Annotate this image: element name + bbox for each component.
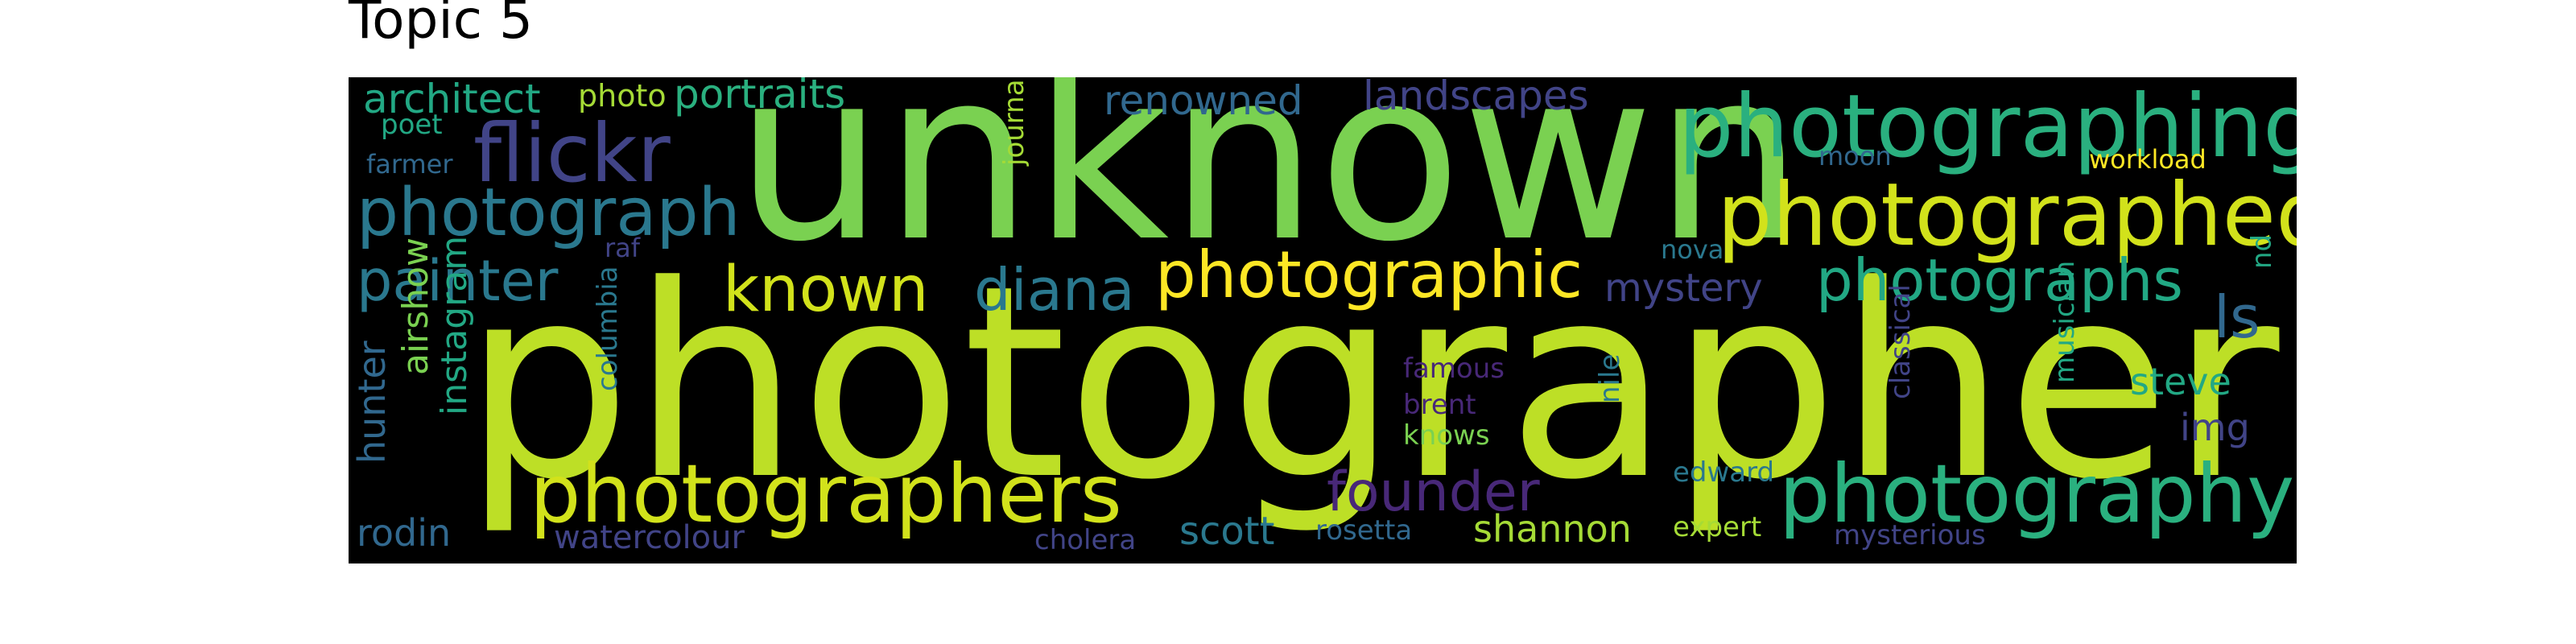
word-brent: brent	[1403, 389, 1476, 421]
word-expert: expert	[1673, 511, 1762, 543]
word-img: img	[2180, 406, 2250, 449]
word-airshow: airshow	[395, 237, 436, 375]
word-photograph: photograph	[357, 175, 741, 251]
word-photographing: photographing	[1678, 77, 2297, 177]
word-photography: photography	[1779, 447, 2295, 541]
word-photographers: photographers	[530, 447, 1122, 541]
word-instagram: instagram	[434, 235, 475, 415]
word-known: known	[723, 254, 929, 326]
word-watercolour: watercolour	[554, 519, 745, 556]
word-journalist: journalist	[998, 77, 1030, 166]
word-diana: diana	[974, 256, 1135, 324]
word-photographic: photographic	[1155, 237, 1583, 312]
word-photographs: photographs	[1816, 246, 2183, 314]
chart-title: Topic 5	[349, 0, 533, 51]
word-rodin: rodin	[357, 511, 452, 555]
word-scott: scott	[1179, 509, 1275, 554]
word-landscapes: landscapes	[1363, 77, 1589, 119]
word-founder: founder	[1327, 460, 1540, 524]
word-renowned: renowned	[1104, 77, 1303, 124]
word-moon: moon	[1818, 141, 1892, 171]
word-columbia: columbia	[592, 266, 624, 391]
word-nova: nova	[1661, 234, 1724, 265]
word-portraits: portraits	[674, 77, 846, 118]
word-farmer: farmer	[366, 149, 453, 180]
word-cholera: cholera	[1034, 524, 1137, 556]
word-nd: nd	[2246, 233, 2278, 269]
word-architect: architect	[363, 77, 541, 122]
word-unknown: unknown	[735, 77, 1803, 293]
word-mystery: mystery	[1604, 266, 1763, 311]
word-ls: ls	[2214, 283, 2260, 351]
word-flickr: flickr	[473, 106, 671, 200]
word-raf: raf	[605, 233, 641, 263]
word-poet: poet	[381, 109, 443, 141]
word-photographed: photographed	[1717, 165, 2297, 266]
word-hunter: hunter	[350, 341, 394, 464]
word-musician: musician	[2049, 260, 2081, 383]
word-shannon: shannon	[1473, 507, 1632, 551]
word-knows: knows	[1403, 419, 1490, 452]
word-photographer: photographer	[463, 229, 2280, 538]
word-famous: famous	[1403, 353, 1505, 385]
word-workload: workload	[2089, 144, 2207, 175]
word-painter: painter	[357, 248, 559, 314]
word-mysterious: mysterious	[1834, 519, 1986, 551]
word-cloud: photographer unknown photographing photogra…	[349, 77, 2297, 564]
word-edward: edward	[1673, 456, 1775, 489]
word-nile: nile	[1594, 353, 1626, 403]
word-rosetta: rosetta	[1315, 514, 1413, 547]
word-classical: classical	[1885, 284, 1917, 399]
word-steve: steve	[2130, 360, 2231, 403]
word-photo: photo	[578, 78, 667, 114]
